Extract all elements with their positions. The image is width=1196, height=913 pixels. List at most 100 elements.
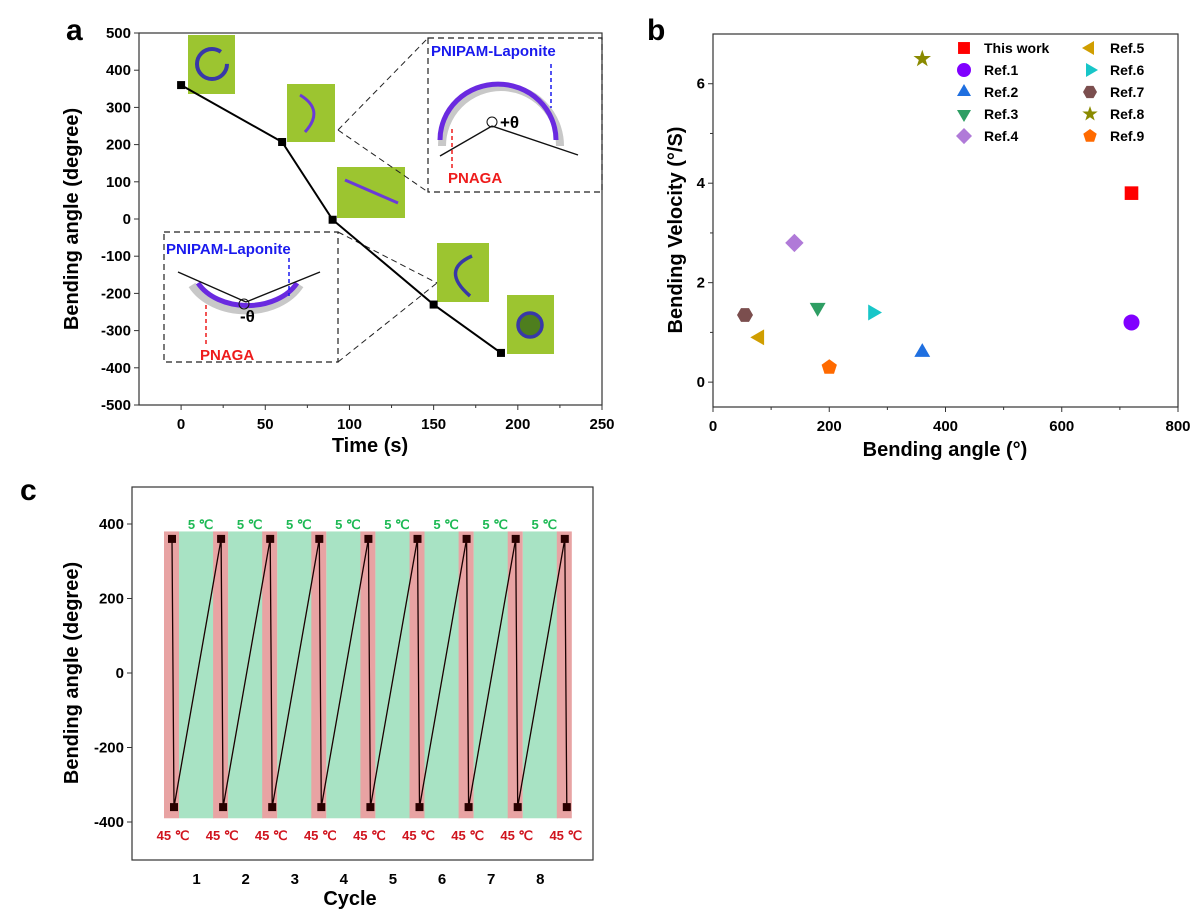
x-axis-title-b: Bending angle (°) <box>863 439 1028 461</box>
hot-band <box>409 531 425 819</box>
legend-marker <box>957 110 971 122</box>
legend-marker <box>957 84 971 96</box>
photo-curl-1 <box>195 47 229 81</box>
x-tick-label-b: 200 <box>817 418 842 435</box>
y-tick-label-a: -100 <box>101 248 131 265</box>
data-point-a <box>429 300 438 309</box>
y-tick-label-c: -400 <box>94 814 124 831</box>
y-tick-label-a: 300 <box>106 99 131 116</box>
hot-temp-label: 45 ℃ <box>304 828 337 843</box>
series-line-c <box>171 538 568 808</box>
cold-band <box>473 531 509 819</box>
cold-temp-label: 5 ℃ <box>482 517 507 532</box>
y-tick-label-a: -500 <box>101 397 131 414</box>
x-tick-label-a: 50 <box>257 416 274 433</box>
label-pnipam-negative: PNIPAM-Laponite <box>166 241 291 258</box>
hot-temp-label: 45 ℃ <box>157 828 190 843</box>
legend-marker <box>1083 129 1097 142</box>
legend-label: Ref.4 <box>984 128 1018 144</box>
data-point-high <box>560 534 569 543</box>
x-tick-label-c: 2 <box>241 871 249 888</box>
legend-marker <box>1082 106 1098 121</box>
x-tick-label-c: 4 <box>340 871 349 888</box>
photo-thumb-4 <box>437 243 489 302</box>
panel-b-chart: 0 2 4 6 0 200 400 600 800 Bending angle (°) Ben… <box>665 33 1191 461</box>
y-tick-label-a: -300 <box>101 323 131 340</box>
y-tick-label-c: -200 <box>94 740 124 757</box>
inset-box-negative <box>163 231 339 363</box>
x-tick-label-b: 800 <box>1165 418 1190 435</box>
photo-curl-5 <box>516 311 544 339</box>
data-point-ref-9 <box>821 359 837 374</box>
data-point-ref-8 <box>913 49 931 67</box>
x-tick-label-a: 100 <box>337 416 362 433</box>
y-tick-label-a: 100 <box>106 174 131 191</box>
legend-marker <box>956 128 972 145</box>
cold-band <box>179 531 215 819</box>
legend-label: Ref.9 <box>1110 128 1144 144</box>
legend-label: Ref.2 <box>984 84 1018 100</box>
inset-arrow-right <box>491 125 579 156</box>
data-point-ref-5 <box>750 329 765 346</box>
y-tick-label-b: 2 <box>697 275 705 292</box>
x-tick-label-c: 1 <box>192 871 200 888</box>
data-point-ref-6 <box>868 304 882 321</box>
x-tick-label-a: 150 <box>421 416 446 433</box>
y-tick-label-a: 500 <box>106 25 131 42</box>
hot-band <box>507 531 523 819</box>
series-line-a <box>180 84 502 354</box>
data-point-low <box>268 803 277 812</box>
photo-curve-2 <box>299 93 316 134</box>
data-point-high <box>511 534 520 543</box>
data-point-low <box>317 803 326 812</box>
inset-arrow-right <box>245 271 321 303</box>
x-tick-label-c: 6 <box>438 871 446 888</box>
x-tick-label-c: 5 <box>389 871 397 888</box>
data-point-high <box>168 534 176 543</box>
cold-temp-label: 5 ℃ <box>286 517 311 532</box>
photo-thumb-2 <box>287 84 335 142</box>
legend-label: Ref.3 <box>984 106 1018 122</box>
label-pnipam-positive: PNIPAM-Laponite <box>431 43 556 60</box>
angle-mark <box>238 298 250 310</box>
y-axis-title-a: Bending angle (degree) <box>61 108 83 330</box>
inset-arc-gray <box>188 282 304 315</box>
cold-temp-label: 5 ℃ <box>335 517 360 532</box>
data-point-a <box>177 81 186 90</box>
legend-label: Ref.5 <box>1110 40 1144 56</box>
photo-curve-4 <box>453 254 473 298</box>
x-tick-label-a: 250 <box>589 416 614 433</box>
hot-band <box>311 531 327 819</box>
cold-band <box>375 531 411 819</box>
zoom-line <box>337 282 438 363</box>
photo-line-3 <box>344 178 399 205</box>
legend-label: Ref.6 <box>1110 62 1144 78</box>
hot-band <box>360 531 376 819</box>
panel-a-chart: -500 -400 -300 -200 -100 0 100 200 300 400 500 0 50… <box>61 25 615 457</box>
inset-negative-bending: -θ PNIPAM-Laponite PNAGA <box>163 231 438 364</box>
cold-band <box>424 531 460 819</box>
y-tick-label-b: 4 <box>697 175 706 192</box>
y-tick-label-c: 0 <box>116 665 124 682</box>
y-axis-title-b: Bending Velocity (°/S) <box>665 127 687 334</box>
label-pnaga-negative: PNAGA <box>200 347 254 364</box>
hot-temp-label: 45 ℃ <box>549 828 582 843</box>
x-axis-title-a: Time (s) <box>332 435 408 457</box>
hot-temp-label: 45 ℃ <box>451 828 484 843</box>
data-point-ref-7 <box>737 308 753 322</box>
zoom-line <box>337 129 429 193</box>
data-point-ref-1 <box>1123 314 1140 331</box>
cold-temp-label: 5 ℃ <box>237 517 262 532</box>
panel-label-a: a <box>66 14 83 47</box>
y-tick-label-a: -200 <box>101 285 131 302</box>
y-tick-label-a: 0 <box>123 211 131 228</box>
data-point-low <box>464 803 473 812</box>
legend-marker <box>1083 85 1097 99</box>
data-point-low <box>170 803 178 812</box>
cold-band <box>277 531 313 819</box>
legend-label: Ref.7 <box>1110 84 1144 100</box>
x-tick-label-b: 0 <box>709 418 717 435</box>
data-point-low <box>415 803 424 812</box>
hot-temp-label: 45 ℃ <box>500 828 533 843</box>
